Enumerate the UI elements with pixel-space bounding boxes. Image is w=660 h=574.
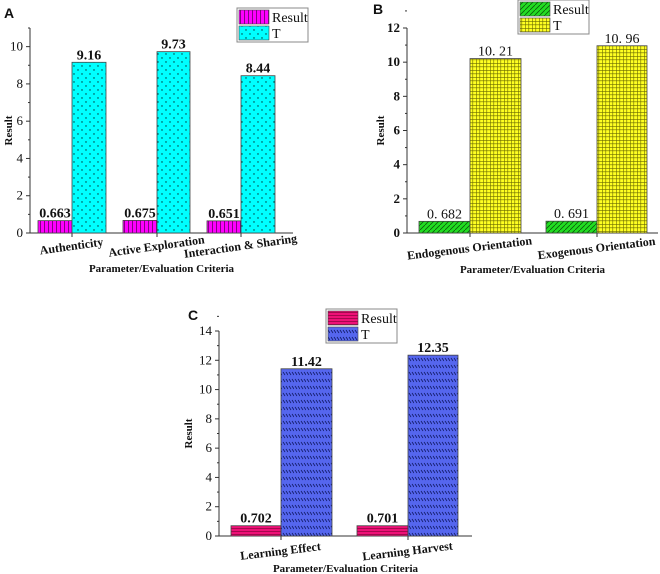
value-label-c: 0.701 <box>367 512 399 527</box>
legend-swatch-b-t <box>519 17 551 33</box>
bar-c-t-0 <box>280 368 333 537</box>
bar-b-result-0 <box>418 220 471 234</box>
y-tick-label-a: 4 <box>17 150 24 165</box>
y-tick-label-b: 2 <box>394 191 401 206</box>
legend-label-c: Result <box>361 312 397 327</box>
value-label-b: 0. 682 <box>427 207 462 222</box>
panel-label-c: C <box>188 307 198 323</box>
x-axis-title-a: Parameter/Evaluation Criteria <box>89 263 235 275</box>
legend-label-b: T <box>553 19 562 34</box>
value-label-b: 10. 96 <box>605 32 640 47</box>
legend-swatch-a-t <box>238 25 270 41</box>
y-tick-label-b: 8 <box>394 88 401 103</box>
value-label-b: 0. 691 <box>554 207 589 222</box>
legend-label-a: Result <box>272 11 308 26</box>
value-label-a: 0.651 <box>208 207 240 222</box>
y-tick-label-a: 10 <box>10 39 23 54</box>
value-label-a: 8.44 <box>246 62 271 77</box>
bar-a-result-1 <box>122 220 158 234</box>
y-tick-label-a: 6 <box>17 113 24 128</box>
bar-b-t-0 <box>469 58 522 234</box>
category-label-c: Learning Harvest <box>361 539 453 564</box>
legend-swatch-a-result <box>238 9 270 25</box>
legend-label-a: T <box>272 27 281 42</box>
x-axis-title-b: Parameter/Evaluation Criteria <box>460 264 606 276</box>
value-label-a: 0.675 <box>124 206 156 221</box>
value-label-c: 12.35 <box>417 341 449 356</box>
bar-b-t-1 <box>596 45 648 234</box>
bar-a-t-1 <box>156 51 191 234</box>
bar-a-result-2 <box>206 220 242 234</box>
legend-swatch-c-t <box>327 326 359 342</box>
value-label-a: 0.663 <box>39 207 71 222</box>
category-label-b: Exogenous Orientation <box>537 234 656 262</box>
y-tick-label-a: 0 <box>17 225 24 240</box>
y-tick-label-c: 2 <box>206 499 213 514</box>
legend-swatch-b-result <box>519 1 551 17</box>
value-label-a: 9.73 <box>161 38 186 53</box>
y-axis-title-a: Result <box>3 115 15 145</box>
x-axis-title-c: Parameter/Evaluation Criteria <box>273 563 419 574</box>
y-tick-label-a: 8 <box>17 76 24 91</box>
category-label-c: Learning Effect <box>239 539 321 563</box>
y-tick-label-a: 2 <box>17 188 24 203</box>
value-label-c: 0.702 <box>240 512 272 527</box>
y-tick-label-c: 8 <box>206 411 213 426</box>
bar-a-t-0 <box>71 61 107 234</box>
legend-swatch-c-result <box>327 310 359 326</box>
legend-label-b: Result <box>553 3 589 18</box>
bar-a-result-0 <box>37 220 73 234</box>
value-label-c: 11.42 <box>291 355 322 370</box>
value-label-a: 9.16 <box>77 48 102 63</box>
y-tick-label-c: 4 <box>206 469 213 484</box>
bar-c-t-1 <box>407 354 459 537</box>
bar-c-result-1 <box>356 525 409 537</box>
panel-label-b: B <box>373 1 383 17</box>
legend-label-c: T <box>361 328 370 343</box>
y-tick-label-b: 10 <box>387 54 400 69</box>
panel-label-a: A <box>4 5 14 21</box>
y-tick-label-b: 0 <box>394 225 401 240</box>
y-tick-label-c: 6 <box>206 440 213 455</box>
y-tick-label-b: 4 <box>394 157 401 172</box>
bar-b-result-1 <box>545 220 598 234</box>
y-tick-label-c: 14 <box>199 323 213 338</box>
y-axis-title-c: Result <box>183 418 195 448</box>
y-tick-label-b: 12 <box>387 20 400 35</box>
bar-a-t-2 <box>240 75 276 234</box>
y-axis-title-b: Result <box>375 115 387 145</box>
category-label-a: Authenticity <box>39 235 104 258</box>
y-tick-label-b: 6 <box>394 123 401 138</box>
y-tick-label-c: 12 <box>199 352 212 367</box>
y-tick-label-c: 10 <box>199 382 212 397</box>
category-label-b: Endogenous Orientation <box>406 233 533 262</box>
bar-c-result-0 <box>230 525 282 537</box>
value-label-b: 10. 21 <box>478 45 513 60</box>
y-tick-label-c: 0 <box>206 528 213 543</box>
